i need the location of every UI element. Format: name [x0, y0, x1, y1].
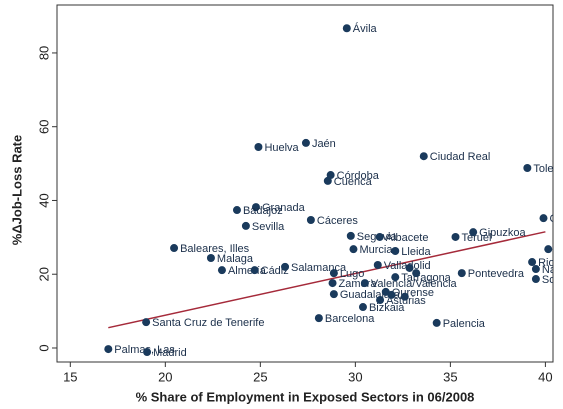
x-tick-label: 30: [348, 369, 362, 384]
point: [342, 24, 351, 33]
point-label: Madrid: [153, 347, 187, 359]
point: [469, 228, 478, 237]
point: [254, 142, 263, 151]
point: [387, 290, 396, 299]
point-label: Na: [542, 264, 557, 276]
point: [206, 253, 215, 262]
point: [232, 206, 241, 215]
point: [451, 232, 460, 241]
point: [391, 273, 400, 282]
point: [528, 258, 537, 267]
point-label: Sori: [542, 274, 562, 286]
y-axis-label: %ΔJob-Loss Rate: [9, 135, 24, 245]
fit-line: [108, 231, 546, 329]
point: [391, 246, 400, 255]
point-label: Ciudad Real: [430, 151, 491, 163]
point-label: Valencia/València: [371, 278, 458, 290]
point: [457, 269, 466, 278]
point: [349, 245, 358, 254]
point-label: Ca: [549, 213, 563, 225]
point: [329, 290, 338, 299]
point: [373, 261, 382, 270]
point-label: Murcia: [359, 244, 393, 256]
point: [142, 318, 151, 327]
point-label: Huelva: [264, 142, 299, 154]
point: [306, 216, 315, 225]
point-label: Gipuzkoa: [479, 227, 526, 239]
point-label: Badajoz: [243, 205, 283, 217]
point: [432, 318, 441, 327]
point-label: Palencia: [443, 318, 486, 330]
x-tick-label: 40: [538, 369, 552, 384]
point-label: Sevilla: [252, 221, 285, 233]
point-label: Granada: [262, 202, 306, 214]
point: [323, 176, 332, 185]
point-label: Santa Cruz de Tenerife: [152, 317, 264, 329]
x-axis-label: % Share of Employment in Exposed Sectors…: [136, 389, 475, 404]
point-label: Cáceres: [317, 215, 358, 227]
point: [281, 262, 290, 271]
point: [544, 245, 553, 254]
x-tick-label: 25: [253, 369, 267, 384]
x-tick-label: 35: [443, 369, 457, 384]
point-label: Barcelona: [325, 313, 375, 325]
point: [143, 348, 152, 357]
point-label: Lleida: [401, 246, 431, 258]
point: [412, 269, 421, 278]
point-label: Baleares, Illes: [180, 243, 250, 255]
point: [358, 303, 367, 312]
point: [539, 214, 548, 223]
point: [104, 345, 113, 354]
point-label: Córdoba: [337, 170, 380, 182]
point-label: Rioja: [538, 257, 563, 269]
point: [170, 244, 179, 253]
point: [329, 269, 338, 278]
point-label: Jaén: [312, 138, 336, 150]
point: [531, 275, 540, 284]
point-label: Teruel: [462, 232, 492, 244]
point: [217, 266, 226, 275]
point: [250, 266, 259, 275]
point-label: Salamanca: [291, 262, 347, 274]
point-label: Toled: [533, 163, 559, 175]
plot-frame: [56, 4, 554, 363]
point: [523, 164, 532, 173]
point: [419, 152, 428, 161]
point-label: Asturias: [386, 295, 426, 307]
point: [314, 314, 323, 323]
point-label: Malaga: [217, 253, 254, 265]
x-tick-label: 20: [158, 369, 172, 384]
y-tick-label: 0: [36, 344, 51, 351]
point-label: B: [554, 244, 561, 256]
point: [375, 232, 384, 241]
y-tick-label: 20: [36, 267, 51, 281]
point-label: Albacete: [386, 232, 429, 244]
x-tick-label: 15: [63, 369, 77, 384]
y-tick-label: 80: [36, 46, 51, 60]
point: [376, 296, 385, 305]
point: [531, 265, 540, 274]
point: [400, 292, 409, 301]
y-tick-label: 40: [36, 193, 51, 207]
point-label: Lugo: [340, 268, 364, 280]
point-label: Ávila: [353, 22, 378, 35]
point: [346, 231, 355, 240]
point-label: Pontevedra: [468, 268, 525, 280]
point-label: Bizkaia: [369, 302, 405, 314]
y-tick-label: 60: [36, 119, 51, 133]
point: [328, 279, 337, 288]
point: [405, 263, 414, 272]
point: [251, 203, 260, 212]
point: [241, 221, 250, 230]
point-label: Cuenca: [334, 176, 373, 188]
point: [301, 138, 310, 147]
point: [360, 279, 369, 288]
